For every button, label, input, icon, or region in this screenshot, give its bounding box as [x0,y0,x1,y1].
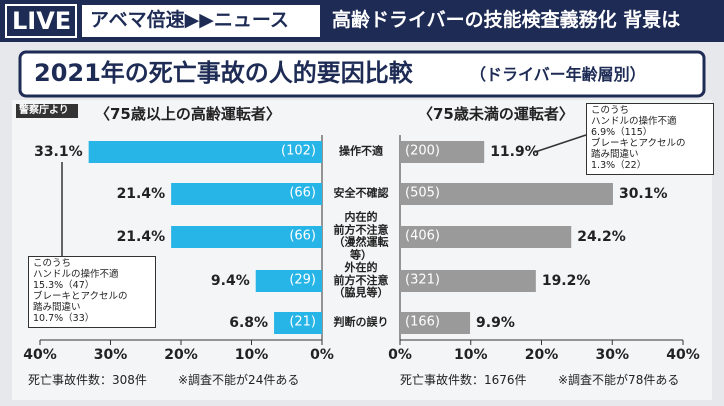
value-label: 21.4% [116,185,166,202]
bar [400,141,485,163]
category-label: 内在的 前方不注意 （漫然運転等） [333,210,389,262]
count-label: (505) [405,185,440,201]
count-label: (29) [289,272,316,288]
bar [88,141,323,163]
x-tick-label: 40% [23,346,57,363]
count-label: (321) [405,272,440,288]
bar [171,183,322,205]
value-label: 9.4% [210,272,250,289]
count-label: (166) [405,314,440,330]
bar [400,312,471,334]
panel-title: 〈75歳以上の高齢運転者〉 [95,105,281,123]
annotation: このうち ハンドルの操作不適 15.3%（47） ブレーキとアクセルの 踏み間違… [28,256,156,328]
value-label: 11.9% [490,143,539,160]
count-label: (102) [281,143,316,159]
value-label: 21.4% [116,228,166,245]
live-box [5,4,77,38]
live-label: LIVE [12,7,72,35]
value-label: 30.1% [618,185,668,202]
annotation-leader [534,134,587,153]
category-label: 判断の誤り [333,315,389,329]
bar [400,183,613,205]
x-tick-label: 20% [164,346,198,363]
count-label: (200) [405,143,440,159]
value-label: 9.9% [476,314,515,331]
source-box [16,104,78,118]
category-label: 外在的 前方不注意 （脇見等） [333,261,389,300]
x-tick-label: 0% [388,346,412,363]
bar [171,226,322,248]
footnote: ※調査不能が78件ある [558,373,680,387]
source-label: 警察庁より [19,105,69,116]
x-tick-label: 0% [310,346,334,363]
count-label: (66) [289,228,316,244]
x-tick-label: 20% [524,346,559,363]
value-label: 6.8% [229,314,269,331]
category-label: 操作不適 [339,144,383,158]
total-count: 死亡事故件数：308件 [28,373,147,387]
chart-title: 2021年の死亡事故の人的要因比較 [34,59,413,87]
footnote: ※調査不能が24件ある [178,373,300,387]
x-tick-label: 10% [234,346,269,363]
chart-subtitle: （ドライバー年齢層別） [470,65,646,84]
bar [274,312,322,334]
x-tick-label: 40% [666,346,700,363]
program-name: アベマ倍速▶▶ニュース [90,9,289,31]
bar [400,226,572,248]
x-tick-label: 30% [93,346,128,363]
category-label: 安全不確認 [333,186,389,200]
x-tick-label: 30% [595,346,630,363]
bar [255,270,322,292]
panel-title: 〈75歳未満の運転者〉 [418,105,574,123]
count-label: (406) [405,228,440,244]
annotation: このうち ハンドルの操作不適 6.9%（115） ブレーキとアクセルの 踏み間違… [586,103,714,175]
total-count: 死亡事故件数：1676件 [400,373,527,387]
bar [400,270,536,292]
program-box [82,5,320,37]
value-label: 24.2% [577,228,626,245]
headline: 高齢ドライバーの技能検査義務化 背景は [332,9,681,31]
count-label: (21) [289,314,316,330]
value-label: 19.2% [541,272,591,289]
x-tick-label: 10% [453,346,488,363]
value-label: 33.1% [34,143,83,160]
count-label: (66) [289,185,316,201]
title-box [18,50,706,98]
